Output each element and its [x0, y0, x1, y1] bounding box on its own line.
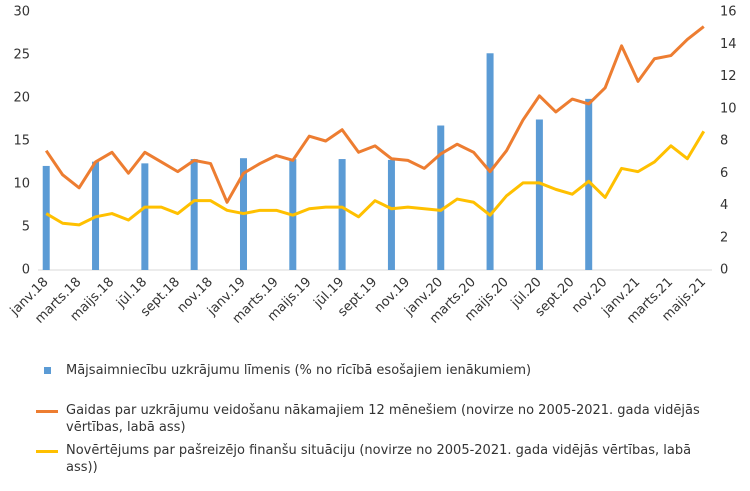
legend-label: Mājsaimniecību uzkrājumu līmenis (% no r… [66, 363, 532, 378]
bar [190, 159, 198, 270]
bar [387, 159, 395, 270]
line [44, 25, 705, 204]
y2-tick-label: 14 [720, 37, 737, 52]
y-tick-label: 20 [13, 91, 30, 106]
bar [437, 125, 445, 271]
y2-tick-label: 2 [720, 230, 728, 245]
y-tick-label: 15 [13, 134, 30, 149]
line [45, 130, 706, 227]
legend-key [36, 410, 58, 413]
bar [141, 163, 149, 270]
legend-label: Novērtējums par pašreizējo finanšu situā… [66, 443, 692, 475]
legend-entry: Novērtējums par pašreizējo finanšu situā… [36, 442, 726, 476]
y2-tick-label: 0 [720, 263, 728, 278]
bar [338, 159, 346, 270]
y-tick-label: 5 [22, 220, 30, 235]
legend-entry: Mājsaimniecību uzkrājumu līmenis (% no r… [36, 362, 726, 379]
y2-tick-label: 8 [720, 134, 728, 149]
bar [585, 98, 593, 270]
y-tick-label: 0 [22, 263, 30, 278]
y2-tick-label: 6 [720, 166, 728, 181]
legend-entry: Gaidas par uzkrājumu veidošanu nākamajie… [36, 402, 726, 436]
y-tick-label: 25 [13, 48, 30, 63]
legend-key [44, 367, 51, 374]
y2-tick-label: 10 [720, 101, 737, 116]
bar [535, 119, 543, 270]
y2-tick-label: 16 [720, 5, 737, 20]
bar [42, 165, 50, 270]
legend-key [36, 450, 58, 453]
y-tick-label: 30 [13, 5, 30, 20]
bar [486, 53, 494, 270]
y2-tick-label: 12 [720, 69, 737, 84]
legend-label: Gaidas par uzkrājumu veidošanu nākamajie… [66, 403, 700, 435]
y2-tick-label: 4 [720, 198, 728, 213]
y-tick-label: 10 [13, 177, 30, 192]
